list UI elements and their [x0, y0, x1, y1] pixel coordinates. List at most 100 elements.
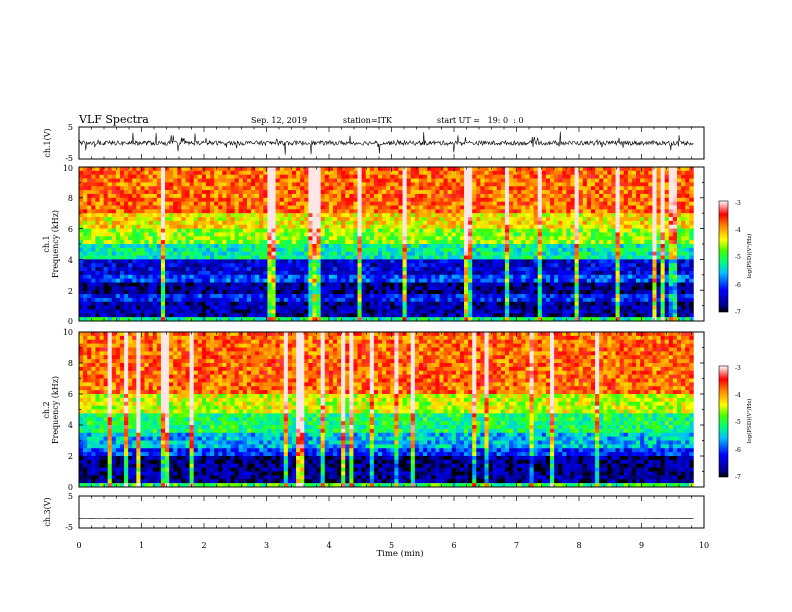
spectrogram-cell [431, 255, 436, 260]
spectrogram-cell [291, 228, 297, 233]
spectrogram-cell [480, 259, 485, 264]
spectrogram-cell [169, 174, 174, 179]
spectrogram-cell [353, 290, 358, 295]
spectrogram-cell [586, 282, 592, 287]
spectrogram-cell [316, 224, 322, 229]
spectrogram-cell [263, 217, 268, 222]
spectrogram-cell [361, 186, 367, 191]
spectrogram-cell [124, 228, 129, 233]
spectrogram-cell [214, 182, 219, 187]
spectrogram-cell [484, 201, 489, 206]
spectrogram-cell [582, 224, 588, 229]
spectrogram-cell [169, 186, 174, 191]
spectrogram-cell [562, 217, 567, 222]
spectrogram-cell [554, 190, 559, 195]
spectrogram-cell [414, 267, 420, 272]
spectrogram-cell [529, 224, 534, 229]
spectrogram-cell [685, 209, 690, 214]
spectrogram-cell [484, 255, 489, 260]
spectrogram-cell [222, 282, 227, 287]
spectrogram-cell [238, 282, 244, 287]
spectrogram-cell [222, 244, 227, 249]
spectrogram-cell [427, 201, 432, 206]
spectrogram-cell [210, 294, 215, 299]
spectrogram-cell [87, 174, 92, 179]
spectrogram-cell [595, 178, 600, 183]
spectrogram-cell [672, 274, 678, 279]
spectrogram-cell [238, 182, 244, 187]
spectrogram-cell [414, 186, 420, 191]
spectrogram-cell [271, 174, 276, 179]
spectrogram-cell [382, 217, 387, 222]
spectrogram-cell [156, 232, 162, 237]
spectrogram-cell [455, 236, 461, 241]
spectrogram-cell [246, 217, 252, 222]
spectrogram-cell [136, 174, 141, 179]
spectrogram-cell [128, 217, 133, 222]
spectrogram-cell [345, 290, 350, 295]
spectrogram-cell [496, 286, 502, 291]
spectrogram-cell [668, 197, 674, 202]
spectrogram-cell [373, 167, 379, 172]
spectrogram-cell [136, 251, 141, 256]
spectrogram-cell [689, 209, 694, 214]
spectrogram-cell [95, 290, 100, 295]
spectrogram-cell [79, 209, 84, 214]
spectrogram-cell [165, 174, 170, 179]
spectrogram-cell [533, 205, 539, 210]
spectrogram-cell [99, 213, 104, 218]
spectrogram-cell [181, 174, 186, 179]
spectrogram-cell [197, 236, 203, 241]
spectrogram-cell [537, 178, 543, 183]
spectrogram-cell [128, 174, 133, 179]
spectrogram-cell [246, 240, 252, 245]
spectrogram-cell [464, 197, 469, 202]
spectrogram-cell [378, 209, 383, 214]
spectrogram-cell [488, 263, 494, 268]
spectrogram-cell [189, 259, 195, 264]
spectrogram-cell [554, 186, 559, 191]
spectrogram-cell [652, 247, 657, 253]
spectrogram-cell [640, 167, 645, 172]
spectrogram-cell [431, 278, 436, 283]
spectrogram-cell [324, 270, 330, 276]
spectrogram-cell [246, 251, 252, 256]
spectrogram-cell [378, 167, 383, 172]
spectrogram-cell [406, 217, 412, 222]
spectrogram-cell [439, 278, 444, 283]
spectrogram-cell [619, 282, 625, 287]
spectrogram-cell [148, 290, 154, 295]
spectrogram-cell [95, 244, 100, 249]
spectrogram-cell [443, 170, 448, 176]
spectrogram-cell [373, 232, 379, 237]
spectrogram-cell [394, 186, 399, 191]
spectrogram-cell [545, 236, 551, 241]
spectrogram-cell [603, 255, 608, 260]
spectrogram-cell [136, 205, 141, 210]
spectrogram-cell [676, 174, 682, 179]
spectrogram-cell [590, 193, 596, 199]
spectrogram-cell [435, 274, 440, 279]
spectrogram-cell [435, 236, 440, 241]
spectrogram-cell [345, 170, 350, 176]
spectrogram-cell [529, 178, 534, 183]
spectrogram-cell [562, 205, 567, 210]
spectrogram-cell [148, 213, 154, 218]
spectrogram-cell [541, 170, 547, 176]
spectrogram-cell [165, 267, 170, 272]
spectrogram-cell [111, 201, 117, 206]
spectrogram-cell [246, 213, 252, 218]
spectrogram-cell [132, 282, 137, 287]
spectrogram-cell [144, 209, 149, 214]
spectrogram-cell [599, 255, 604, 260]
spectrogram-cell [267, 236, 272, 241]
spectrogram-cell [107, 201, 113, 206]
spectrogram-cell [644, 274, 649, 279]
spectrogram-cell [165, 259, 170, 264]
spectrogram-cell [640, 220, 645, 226]
spectrogram-cell [537, 220, 543, 226]
spectrogram-cell [251, 255, 256, 260]
spectrogram-cell [181, 170, 186, 176]
spectrogram-cell [148, 224, 154, 229]
spectrogram-cell [263, 209, 268, 214]
